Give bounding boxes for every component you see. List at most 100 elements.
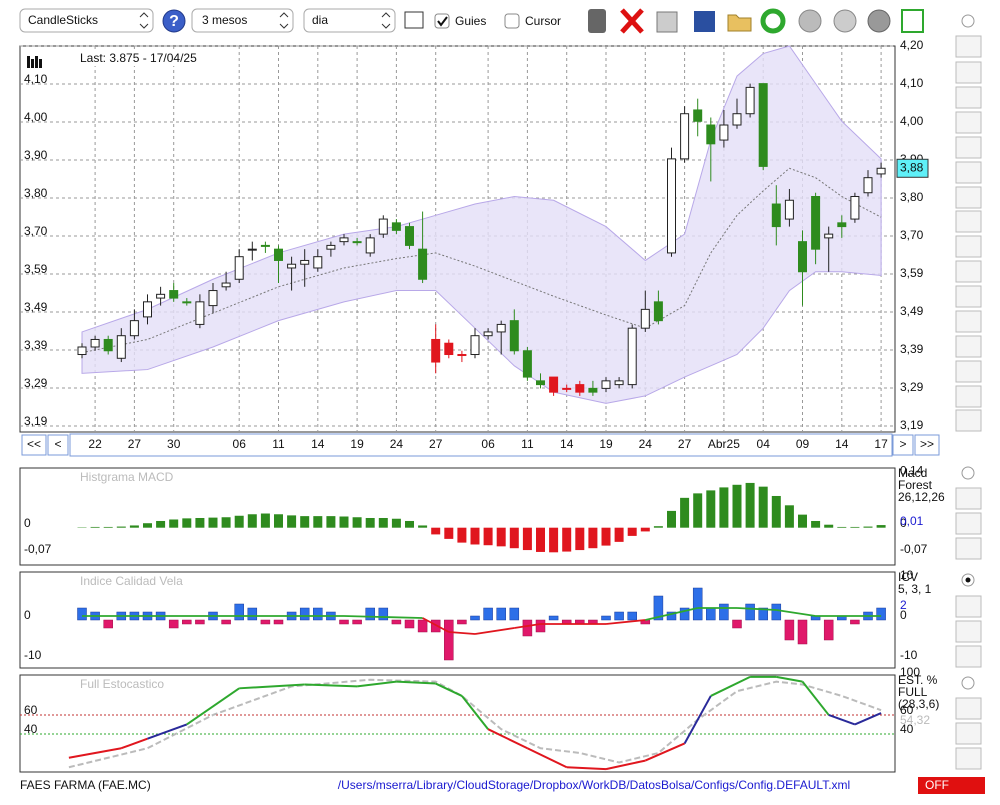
tool-button[interactable] — [956, 336, 981, 357]
bar — [864, 527, 873, 528]
candle-body — [694, 110, 702, 121]
bar — [169, 620, 178, 628]
bar — [78, 608, 87, 620]
toolbar: CandleSticks ? 3 mesos dia Guies Cursor — [20, 9, 923, 33]
candle-body — [707, 125, 715, 144]
state-text: OFF — [925, 778, 949, 792]
y-tick-label-left: 60 — [24, 703, 38, 717]
delete-icon[interactable] — [622, 10, 642, 32]
euro-icon[interactable] — [834, 10, 856, 32]
bar — [628, 528, 637, 536]
candle-body — [471, 336, 479, 355]
tool-button[interactable] — [956, 723, 981, 744]
tool-button[interactable] — [956, 211, 981, 232]
calendar-icon[interactable] — [902, 10, 923, 32]
y-tick-label-left: 3,49 — [24, 300, 48, 314]
tool-button[interactable] — [956, 261, 981, 282]
bar — [261, 620, 270, 624]
candle-body — [78, 347, 86, 355]
trash-icon[interactable] — [588, 9, 606, 33]
bar — [706, 490, 715, 527]
radio[interactable] — [962, 15, 974, 27]
bar — [235, 516, 244, 528]
tool-button[interactable] — [956, 410, 981, 431]
tool-button[interactable] — [956, 162, 981, 183]
settings-icon[interactable] — [868, 10, 890, 32]
bar — [300, 516, 309, 528]
radio[interactable] — [962, 677, 974, 689]
candle-body — [353, 242, 361, 243]
tool-button[interactable] — [956, 646, 981, 667]
bar — [143, 523, 152, 527]
tool-button[interactable] — [956, 538, 981, 559]
y-tick-label-right: 3,80 — [900, 190, 924, 204]
bar — [431, 528, 440, 535]
tool-button[interactable] — [956, 488, 981, 509]
tool-button[interactable] — [956, 36, 981, 57]
tool-button[interactable] — [956, 386, 981, 407]
tool-button[interactable] — [956, 596, 981, 617]
tool-button[interactable] — [956, 187, 981, 208]
candle-body — [772, 204, 780, 227]
candle-body — [537, 381, 545, 385]
tool-button[interactable] — [956, 361, 981, 382]
x-tick-label: 14 — [560, 437, 574, 451]
tool-button[interactable] — [956, 311, 981, 332]
bars-icon — [39, 59, 42, 68]
candle-body — [510, 321, 518, 351]
save-icon[interactable] — [694, 11, 715, 32]
clipboard-icon[interactable] — [657, 12, 677, 32]
bar — [484, 528, 493, 546]
y-tick-label-right: 3,49 — [900, 304, 924, 318]
bar — [248, 514, 257, 527]
x-tick-label: 22 — [88, 437, 102, 451]
money-icon[interactable] — [799, 10, 821, 32]
candle-body — [406, 227, 414, 246]
tool-button[interactable] — [956, 621, 981, 642]
y-tick-label-right: 3,59 — [900, 266, 924, 280]
candle-body — [523, 351, 531, 377]
bar — [588, 528, 597, 549]
bar — [287, 515, 296, 527]
refresh-icon[interactable] — [763, 11, 783, 31]
interval-select-text: dia — [312, 13, 328, 27]
tool-button[interactable] — [956, 112, 981, 133]
tool-button[interactable] — [956, 137, 981, 158]
guides-checkbox[interactable] — [435, 14, 449, 28]
candle-body — [379, 219, 387, 234]
y-tick-label-left: 3,59 — [24, 262, 48, 276]
bar — [733, 485, 742, 528]
bar — [667, 511, 676, 528]
side-label: 26,12,26 — [898, 490, 945, 504]
bar — [156, 521, 165, 528]
candle-body — [183, 302, 191, 303]
bar — [169, 519, 178, 527]
tool-button[interactable] — [956, 748, 981, 769]
bar — [510, 608, 519, 620]
side-label: (28,3,6) — [898, 697, 939, 711]
bar — [549, 528, 558, 553]
bar — [471, 528, 480, 545]
config-path[interactable]: /Users/mserra/Library/CloudStorage/Dropb… — [338, 778, 850, 792]
guides-label: Guies — [455, 14, 486, 28]
candle-body — [615, 381, 623, 385]
tool-button[interactable] — [956, 698, 981, 719]
candle-body — [550, 377, 558, 392]
tool-button[interactable] — [956, 87, 981, 108]
chart-icon[interactable] — [405, 12, 423, 28]
open-icon[interactable] — [728, 15, 751, 31]
tool-button[interactable] — [956, 236, 981, 257]
bar — [719, 487, 728, 527]
x-tick-label: 14 — [311, 437, 325, 451]
tool-button[interactable] — [956, 286, 981, 307]
bar — [654, 526, 663, 527]
y-tick-label-right: -10 — [900, 648, 918, 662]
cursor-checkbox[interactable] — [505, 14, 519, 28]
bar — [706, 608, 715, 620]
x-tick-label: 11 — [272, 437, 285, 451]
last-title: Last: 3.875 - 17/04/25 — [80, 51, 197, 65]
radio[interactable] — [962, 467, 974, 479]
candle-body — [576, 385, 584, 393]
tool-button[interactable] — [956, 513, 981, 534]
tool-button[interactable] — [956, 62, 981, 83]
